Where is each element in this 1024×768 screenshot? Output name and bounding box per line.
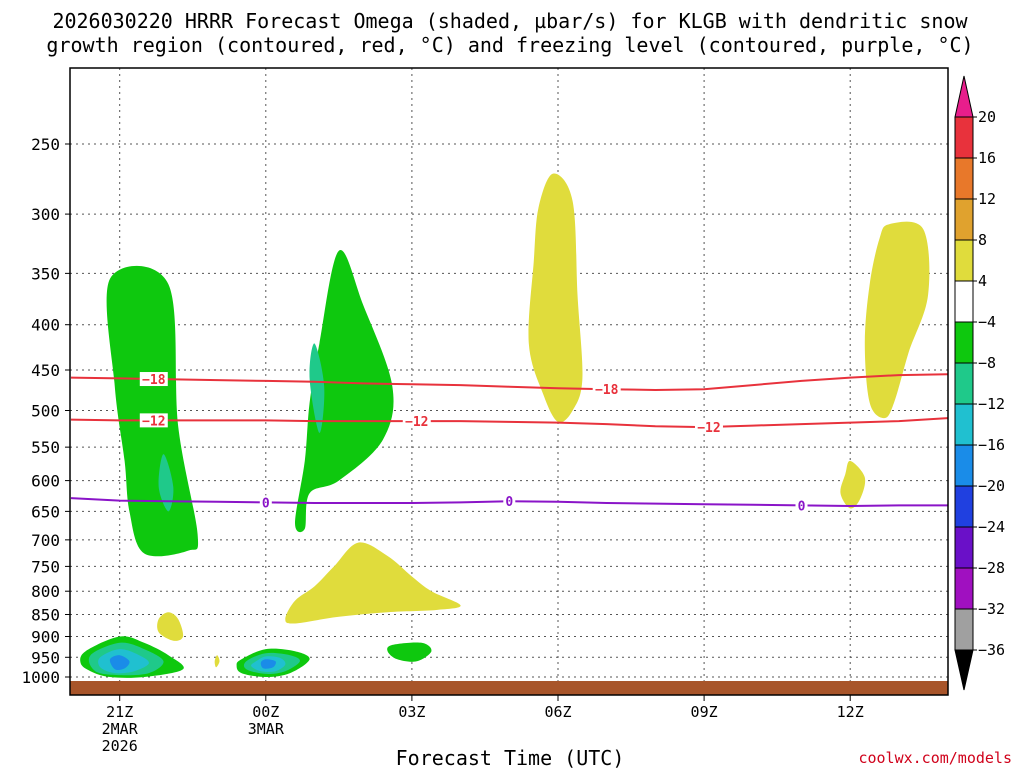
colorbar-label-1: 16 bbox=[978, 149, 996, 167]
colorbar-segment-5 bbox=[954, 280, 974, 323]
colorbar-label-4: 4 bbox=[978, 272, 987, 290]
colorbar-label-10: −24 bbox=[978, 518, 1005, 536]
colorbar-label-2: 12 bbox=[978, 190, 996, 208]
colorbar-top-triangle bbox=[954, 75, 974, 118]
colorbar-segment-4 bbox=[954, 239, 974, 282]
y-tick-label-450: 450 bbox=[31, 361, 60, 380]
colorbar-label-12: −32 bbox=[978, 600, 1005, 618]
colorbar-bottom-triangle bbox=[954, 649, 974, 691]
colorbar-segment-3 bbox=[954, 198, 974, 241]
omega-region-yellow-small-2 bbox=[214, 655, 220, 668]
omega-region-green-1 bbox=[106, 265, 199, 557]
omega-region-teal-1 bbox=[158, 454, 174, 512]
y-tick-label-400: 400 bbox=[31, 316, 60, 335]
contour-label-bg--18-0 bbox=[139, 372, 168, 387]
ground-surface bbox=[70, 681, 948, 695]
omega-region-green-low-3 bbox=[387, 642, 432, 662]
colorbar-label-9: −20 bbox=[978, 477, 1005, 495]
colorbar-segment-1 bbox=[954, 116, 974, 159]
y-tick-label-750: 750 bbox=[31, 557, 60, 576]
contour-label--18-0: −18 bbox=[142, 373, 166, 388]
x-tick-label-21Z-0: 21Z bbox=[106, 703, 133, 721]
colorbar-segment-10 bbox=[954, 485, 974, 528]
omega-shaded-regions bbox=[80, 173, 930, 678]
contour-label-0-2: 0 bbox=[798, 499, 806, 514]
contour-label-bg--12-0 bbox=[139, 413, 168, 428]
omega-region-green-2 bbox=[295, 249, 394, 533]
y-tick-label-700: 700 bbox=[31, 531, 60, 550]
contour-label-0-0: 0 bbox=[262, 496, 270, 511]
chart-title-line1: 2026030220 HRRR Forecast Omega (shaded, … bbox=[52, 9, 968, 33]
y-tick-label-650: 650 bbox=[31, 502, 60, 521]
x-tick-label-00Z-1: 3MAR bbox=[248, 720, 285, 738]
colorbar-segment-11 bbox=[954, 526, 974, 569]
x-tick-label-09Z-0: 09Z bbox=[691, 703, 718, 721]
colorbar-label-6: −8 bbox=[978, 354, 996, 372]
y-tick-label-300: 300 bbox=[31, 205, 60, 224]
colorbar-segment-12 bbox=[954, 567, 974, 610]
y-tick-label-900: 900 bbox=[31, 627, 60, 646]
colorbar-segment-7 bbox=[954, 362, 974, 405]
contour-label--12-0: −12 bbox=[142, 414, 165, 429]
colorbar-segment-2 bbox=[954, 157, 974, 200]
contour-label--12-2: −12 bbox=[697, 421, 720, 436]
contour-label-bg--12-2 bbox=[694, 419, 723, 434]
contour-label-bg-0-2 bbox=[795, 498, 808, 513]
x-tick-label-21Z-1: 2MAR bbox=[102, 720, 139, 738]
x-tick-label-06Z-0: 06Z bbox=[544, 703, 571, 721]
x-tick-label-21Z-2: 2026 bbox=[102, 737, 138, 755]
omega-region-yellow-small-1 bbox=[157, 612, 184, 641]
colorbar-segment-13 bbox=[954, 608, 974, 651]
omega-region-teal-2 bbox=[309, 343, 325, 433]
colorbar: 20 16 12 8 4 −4 −8 −12 −16 −20 −24 −28 −32 −36 bbox=[954, 75, 1005, 691]
colorbar-segment-8 bbox=[954, 403, 974, 446]
grid-layer bbox=[70, 68, 948, 695]
colorbar-label-0: 20 bbox=[978, 108, 996, 126]
contour-label--12-1: −12 bbox=[405, 415, 428, 430]
contour-line--12 bbox=[70, 417, 948, 429]
y-tick-label-950: 950 bbox=[31, 648, 60, 667]
colorbar-label-5: −4 bbox=[978, 313, 996, 331]
omega-region-lblue-low-2 bbox=[260, 659, 276, 669]
chart-title-line2: growth region (contoured, red, °C) and f… bbox=[46, 33, 973, 57]
omega-region-yellow-right bbox=[864, 221, 930, 419]
colorbar-segment-9 bbox=[954, 444, 974, 487]
contour-label-bg--12-1 bbox=[402, 414, 431, 429]
contour-label--18-1: −18 bbox=[595, 383, 619, 398]
y-tick-label-500: 500 bbox=[31, 402, 60, 421]
y-axis-ticks: 250 300 350 400 450 500 550 600 650 700 750 800 850 9… bbox=[21, 135, 70, 687]
omega-region-lblue-low-1 bbox=[109, 655, 130, 671]
colorbar-segment-6 bbox=[954, 321, 974, 364]
x-tick-label-03Z-0: 03Z bbox=[398, 703, 425, 721]
colorbar-label-3: 8 bbox=[978, 231, 987, 249]
x-tick-label-12Z-0: 12Z bbox=[837, 703, 864, 721]
colorbar-label-13: −36 bbox=[978, 641, 1005, 659]
contour-label-0-1: 0 bbox=[505, 495, 513, 510]
y-tick-label-800: 800 bbox=[31, 582, 60, 601]
contour-label-bg--18-1 bbox=[592, 382, 621, 397]
temperature-contours: −18 −18 −12 −12 −12 0 0 0 bbox=[70, 372, 948, 514]
colorbar-label-11: −28 bbox=[978, 559, 1005, 577]
y-tick-label-1000: 1000 bbox=[21, 668, 60, 687]
colorbar-label-7: −12 bbox=[978, 395, 1005, 413]
x-axis-label: Forecast Time (UTC) bbox=[396, 746, 625, 768]
omega-region-yellow-06z bbox=[528, 173, 583, 423]
contour-label-bg-0-1 bbox=[503, 494, 516, 509]
contour-label-bg-0-0 bbox=[259, 495, 272, 510]
omega-region-yellow-12z bbox=[840, 460, 866, 509]
contour-line--18 bbox=[70, 373, 948, 392]
x-tick-label-00Z-0: 00Z bbox=[252, 703, 279, 721]
colorbar-label-8: −16 bbox=[978, 436, 1005, 454]
omega-region-yellow-low bbox=[285, 542, 461, 624]
y-tick-label-350: 350 bbox=[31, 264, 60, 283]
y-tick-label-850: 850 bbox=[31, 606, 60, 625]
y-tick-label-550: 550 bbox=[31, 438, 60, 457]
plot-frame bbox=[69, 67, 949, 696]
y-tick-label-600: 600 bbox=[31, 472, 60, 491]
ground-layer bbox=[70, 681, 948, 695]
credit-text: coolwx.com/models bbox=[858, 749, 1012, 767]
y-tick-label-250: 250 bbox=[31, 135, 60, 154]
